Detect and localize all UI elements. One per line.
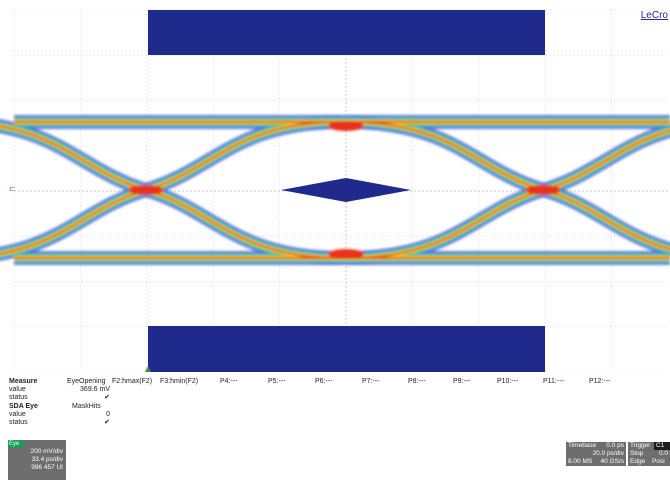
measure-status-row: status ✔	[0, 394, 670, 403]
measure-p8-header[interactable]: P8:---	[408, 378, 426, 385]
measure-p3-header[interactable]: F3:hmin(F2)	[160, 378, 199, 385]
mask-center-diamond	[281, 178, 411, 202]
mask-hits-value: 0	[106, 411, 110, 418]
sda-value-row: value 0	[0, 411, 670, 420]
trigger-slope: Posi	[650, 458, 670, 466]
trace-tdiv: 33.4 ps/div	[31, 456, 63, 463]
eye-traces	[0, 115, 670, 265]
channel-marker-icon: ⊏	[9, 184, 16, 193]
measure-p7-header[interactable]: P7:---	[362, 378, 380, 385]
measure-title: Measure	[9, 378, 38, 385]
mask-top-region	[148, 10, 545, 55]
measure-p12-header[interactable]: P12:---	[589, 378, 611, 385]
sda-status-row: status ✔	[0, 419, 670, 428]
timebase-offset: 0.0 ps	[596, 442, 626, 450]
eye-crossing-hotspot	[525, 185, 561, 195]
trigger-source: C1	[654, 442, 670, 450]
measure-p4-header[interactable]: P4:---	[220, 378, 238, 385]
eye-crossing-hotspot	[328, 121, 364, 131]
eye-crossing-hotspot	[128, 185, 164, 195]
trigger-level: 0.0	[650, 450, 670, 458]
sda-eye-label: SDA Eye	[9, 403, 38, 410]
value2-label: value	[9, 411, 26, 418]
measure-header-row: Measure EyeOpening F2:hmax(F2) F3:hmin(F…	[0, 378, 670, 387]
trace-ui-count: 996 457 UI	[31, 464, 63, 471]
brand-logo-text: LeCro	[640, 10, 668, 21]
status-label: status	[9, 394, 28, 401]
timebase-label[interactable]: Timebase	[566, 442, 596, 450]
status2-label: status	[9, 419, 28, 426]
eye-diagram-display[interactable]: ⊏ LeCro	[0, 0, 670, 373]
measure-p6-header[interactable]: P6:---	[315, 378, 333, 385]
memory-depth: 8.00 MS	[566, 458, 596, 466]
measure-p1-header[interactable]: EyeOpening	[67, 378, 106, 385]
timebase-per-div: 20.0 ps/div	[566, 450, 626, 458]
eye-crossing-hotspot	[328, 249, 364, 259]
status-check-icon: ✔	[104, 394, 110, 401]
eye-diagram-plot: ⊏	[0, 9, 670, 373]
mask-bottom-region	[148, 326, 545, 372]
measurement-table: Measure EyeOpening F2:hmax(F2) F3:hmin(F…	[0, 372, 670, 480]
timebase-trigger-panel[interactable]: Timebase 0.0 ps 20.0 ps/div 8.00 MS 40 G…	[566, 442, 670, 474]
measure-p5-header[interactable]: P5:---	[268, 378, 286, 385]
trace-vdiv: 200 mV/div	[30, 448, 63, 455]
measure-p2-header[interactable]: F2:hmax(F2)	[112, 378, 153, 385]
eye-opening-value: 369.6 mV	[80, 386, 110, 393]
trigger-label[interactable]: Trigger	[628, 442, 654, 450]
sample-rate: 40 GS/s	[596, 458, 626, 466]
mask-hits-header[interactable]: MaskHits	[72, 403, 101, 410]
trace-tag: Eye	[8, 440, 23, 448]
status2-check-icon: ✔	[104, 419, 110, 426]
measure-value-row: value 369.6 mV	[0, 386, 670, 395]
sda-row: SDA Eye MaskHits	[0, 403, 670, 412]
trigger-mode: Stop	[628, 450, 650, 458]
measure-p10-header[interactable]: P10:---	[497, 378, 519, 385]
measure-p11-header[interactable]: P11:---	[543, 378, 564, 385]
trigger-type: Edge	[628, 458, 650, 466]
measure-p9-header[interactable]: P9:---	[453, 378, 471, 385]
trigger-level-marker	[145, 366, 151, 372]
value-label: value	[9, 386, 26, 393]
trace-descriptor-box[interactable]: Eye 200 mV/div 33.4 ps/div 996 457 UI	[8, 440, 66, 480]
